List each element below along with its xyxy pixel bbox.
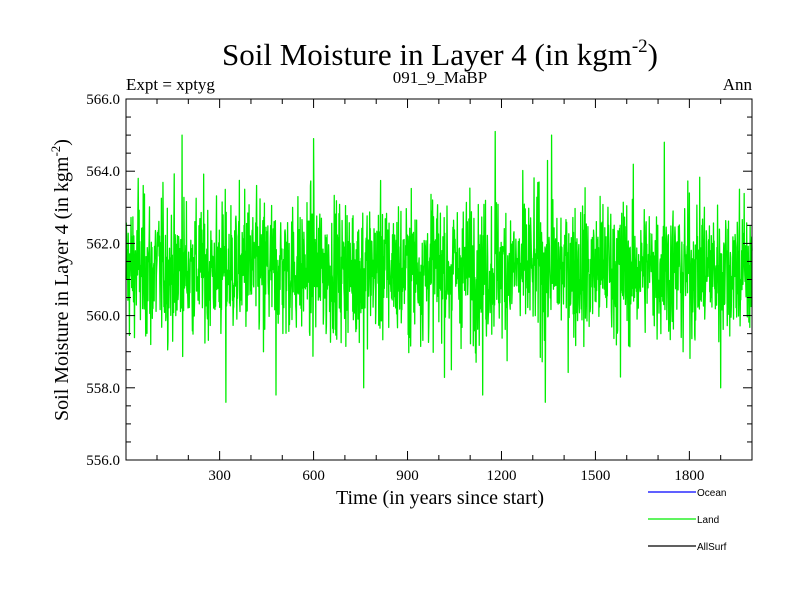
y-axis-label-superscript: -2 bbox=[48, 146, 63, 157]
chart-title-superscript: -2 bbox=[632, 36, 648, 57]
y-tick-label: 566.0 bbox=[86, 92, 120, 108]
x-tick-label: 1800 bbox=[674, 468, 704, 484]
legend-label-allsurf: AllSurf bbox=[697, 542, 727, 553]
x-tick-label: 900 bbox=[396, 468, 419, 484]
plot-frame bbox=[125, 98, 753, 461]
legend: Ocean Land AllSurf bbox=[648, 488, 727, 553]
chart-title: Soil Moisture in Layer 4 (in kgm-2) bbox=[222, 36, 658, 72]
y-tick-label: 564.0 bbox=[86, 164, 120, 180]
season-label: Ann bbox=[723, 75, 753, 94]
x-tick-label: 1200 bbox=[486, 468, 516, 484]
y-axis-label: Soil Moisture in Layer 4 (in kgm-2) bbox=[48, 139, 73, 421]
tick-layer: 300 600 900 1200 1500 1800 556.0 558.0 560.0 562.… bbox=[86, 92, 752, 484]
x-tick-label: 1500 bbox=[580, 468, 610, 484]
y-tick-label: 562.0 bbox=[86, 236, 120, 252]
x-axis-label: Time (in years since start) bbox=[336, 487, 544, 509]
y-tick-label: 560.0 bbox=[86, 309, 120, 325]
experiment-label: Expt = xptyg bbox=[126, 75, 215, 94]
legend-label-ocean: Ocean bbox=[697, 488, 726, 499]
data-layer bbox=[125, 130, 753, 403]
x-tick-label: 600 bbox=[302, 468, 325, 484]
x-tick-label: 300 bbox=[208, 468, 231, 484]
y-tick-label: 558.0 bbox=[86, 381, 120, 397]
series-line-land bbox=[125, 130, 753, 403]
legend-label-land: Land bbox=[697, 515, 719, 526]
period-label: 091_9_MaBP bbox=[393, 68, 487, 87]
y-tick-label: 556.0 bbox=[86, 453, 120, 469]
